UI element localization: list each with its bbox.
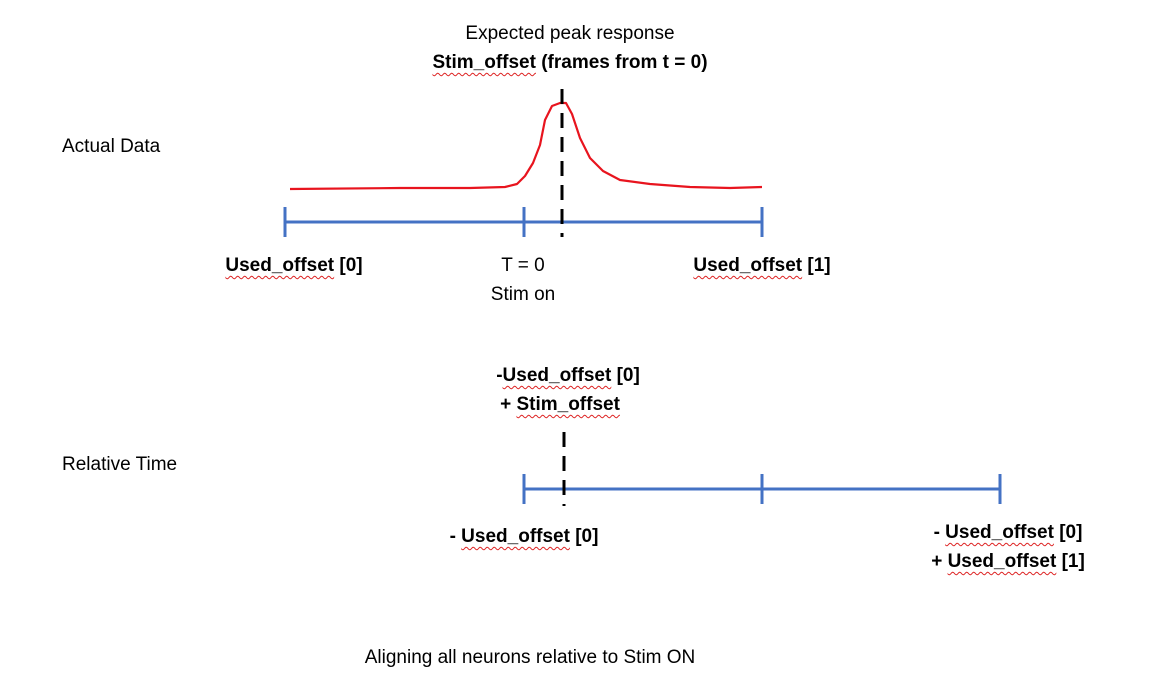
label-used-offset-0-word: Used_offset <box>225 255 335 276</box>
peak-title: Expected peak response <box>465 23 675 44</box>
label-used-offset-1: Used_offset [1] <box>693 256 830 275</box>
bottom-time-axis <box>522 474 1002 504</box>
peak-subtitle: Stim_offset (frames from t = 0) <box>432 53 707 72</box>
bottom-marker-line2: + Stim_offset <box>500 395 620 414</box>
label-used-offset-0-rest: [0] <box>334 255 363 276</box>
bottom-label-right-line1-prefix: - <box>933 522 946 543</box>
bottom-marker-line1: -Used_offset [0] <box>496 366 640 385</box>
bottom-label-right-line1: - Used_offset [0] <box>934 523 1083 542</box>
bottom-marker-line1-rest: [0] <box>611 365 640 386</box>
row-label-relative-time: Relative Time <box>62 454 178 475</box>
bottom-marker-line2-prefix: + <box>500 394 517 415</box>
diagram-caption: Aligning all neurons relative to Stim ON <box>364 647 696 668</box>
bottom-marker-line2-word: Stim_offset <box>516 394 620 415</box>
peak-subtitle-rest: (frames from t = 0) <box>535 52 708 73</box>
bottom-label-right-line2-prefix: + <box>931 551 948 572</box>
top-time-axis <box>283 207 764 237</box>
bottom-label-right-line1-rest: [0] <box>1053 522 1083 543</box>
bottom-label-left-rest: [0] <box>569 526 599 547</box>
peak-subtitle-word: Stim_offset <box>432 52 536 73</box>
bottom-label-left-word: Used_offset <box>461 526 570 547</box>
label-used-offset-1-rest: [1] <box>802 255 831 276</box>
bottom-label-left: - Used_offset [0] <box>450 527 599 546</box>
response-trace <box>289 101 763 191</box>
row-label-actual-data: Actual Data <box>62 136 161 157</box>
label-used-offset-0: Used_offset [0] <box>225 256 362 275</box>
bottom-label-left-prefix: - <box>449 526 462 547</box>
label-t0: T = 0 <box>501 255 545 276</box>
label-stim-on: Stim on <box>490 284 556 305</box>
bottom-marker-line1-prefix: - <box>496 365 503 386</box>
bottom-label-right-line1-word: Used_offset <box>945 522 1054 543</box>
bottom-label-right-line2-rest: [1] <box>1056 551 1085 572</box>
bottom-label-right-line2-word: Used_offset <box>947 551 1057 572</box>
bottom-label-right-line2: + Used_offset [1] <box>931 552 1085 571</box>
label-used-offset-1-word: Used_offset <box>693 255 803 276</box>
bottom-marker-line1-word: Used_offset <box>502 365 612 386</box>
